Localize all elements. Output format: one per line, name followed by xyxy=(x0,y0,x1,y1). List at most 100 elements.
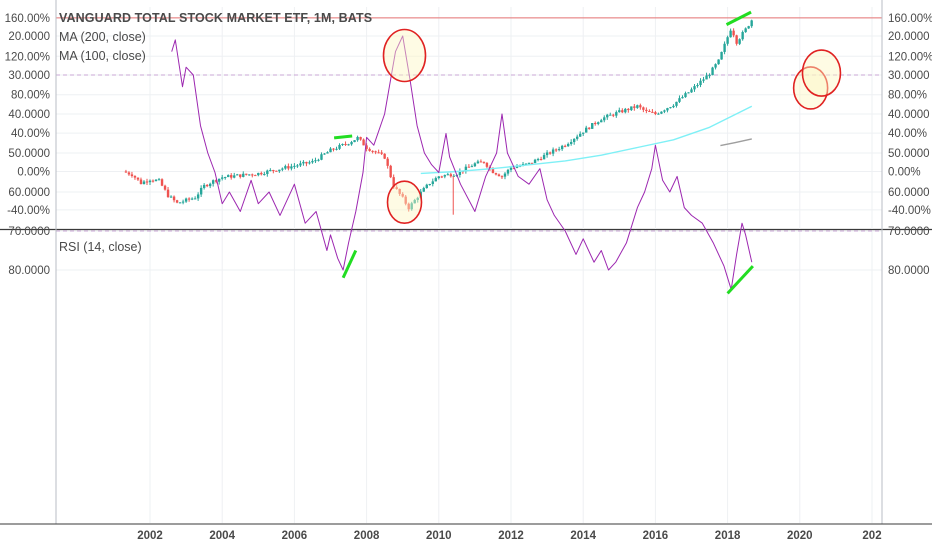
candle-body xyxy=(148,180,152,183)
candle-body xyxy=(476,161,480,164)
candle-body xyxy=(642,107,645,110)
candle-body xyxy=(329,148,332,153)
candle-body xyxy=(245,173,248,175)
price-y-tick-right: 160.00% xyxy=(888,13,932,25)
divergence-line-2007-rsi xyxy=(341,249,358,279)
price-y-tick-right: -40.00% xyxy=(888,205,931,217)
candle-body xyxy=(681,97,684,99)
candle-body xyxy=(627,108,630,111)
candle-body xyxy=(458,171,462,176)
candle-body xyxy=(377,152,380,154)
candle-body xyxy=(281,168,284,170)
rsi-title: RSI (14, close) xyxy=(59,240,142,254)
candle-body xyxy=(621,110,624,113)
candle-body xyxy=(744,28,747,33)
candle-body xyxy=(735,35,738,44)
candle-body xyxy=(750,20,753,27)
candle-body xyxy=(741,32,744,40)
candle-body xyxy=(166,189,170,198)
candle-body xyxy=(443,175,447,177)
candle-body xyxy=(597,122,600,124)
x-tick-label: 2018 xyxy=(715,530,741,542)
candle-body xyxy=(163,185,167,190)
candle-body xyxy=(317,159,320,161)
candle-body xyxy=(193,198,197,200)
rsi-y-tick-left: 40.0000 xyxy=(8,109,50,121)
candle-body xyxy=(672,105,675,108)
candle-body xyxy=(470,166,474,168)
rsi-line xyxy=(171,35,753,290)
candle-body xyxy=(338,144,341,149)
candle-body xyxy=(275,170,278,172)
ma100-line xyxy=(420,105,753,175)
price-y-tick-left: 80.00% xyxy=(11,90,50,102)
candle-body xyxy=(404,196,407,204)
candle-body xyxy=(227,175,230,178)
candle-body xyxy=(497,174,501,177)
rsi-y-tick-right: 60.0000 xyxy=(888,187,930,199)
candle-body xyxy=(236,174,239,176)
candle-body xyxy=(618,110,621,113)
candle-body xyxy=(172,196,176,201)
candle-body xyxy=(563,145,567,147)
rsi-y-tick-left: 70.0000 xyxy=(8,226,50,238)
candle-body xyxy=(708,75,711,77)
candle-body xyxy=(711,67,714,76)
candle-body xyxy=(208,183,212,187)
x-tick-label: 2006 xyxy=(282,530,308,542)
candle-body xyxy=(287,166,290,169)
price-y-tick-left: 120.00% xyxy=(5,51,50,63)
candle-body xyxy=(560,145,564,150)
candle-body xyxy=(133,175,137,178)
candle-body xyxy=(269,170,272,172)
candle-body xyxy=(139,179,143,185)
candle-body xyxy=(356,136,359,141)
candle-body xyxy=(199,187,203,195)
candle-body xyxy=(548,152,552,154)
candle-body xyxy=(211,180,215,184)
candle-body xyxy=(374,151,377,153)
rsi-series xyxy=(171,35,753,290)
candle-body xyxy=(654,112,657,115)
candle-body xyxy=(509,167,513,170)
candle-body xyxy=(398,188,401,194)
candle-body xyxy=(494,173,498,175)
candle-body xyxy=(612,114,615,116)
price-y-tick-left: 40.00% xyxy=(11,128,50,140)
rsi-y-tick-right: 30.0000 xyxy=(888,70,930,82)
candle-body xyxy=(353,140,356,143)
candle-body xyxy=(578,133,582,137)
candle-body xyxy=(714,64,717,68)
candle-body xyxy=(332,148,335,150)
candle-body xyxy=(344,143,347,145)
candle-body xyxy=(296,165,299,167)
price-y-tick-left: -40.00% xyxy=(7,205,50,217)
candle-body xyxy=(657,113,660,115)
divergence-line-2007-price xyxy=(333,134,353,140)
candle-body xyxy=(539,159,543,161)
candle-body xyxy=(278,169,281,172)
candle-body xyxy=(326,152,329,154)
candle-body xyxy=(482,161,486,163)
candle-body xyxy=(551,149,555,154)
candle-body xyxy=(293,165,296,167)
price-y-tick-left: 160.00% xyxy=(5,13,50,25)
candle-body xyxy=(221,177,224,179)
candle-body xyxy=(257,172,260,176)
candle-body xyxy=(515,166,519,168)
candle-body xyxy=(530,162,534,164)
x-tick-label: 2014 xyxy=(570,530,596,542)
candle-body xyxy=(401,193,404,197)
candle-body xyxy=(554,149,558,151)
candle-body xyxy=(557,149,561,151)
candle-body xyxy=(365,145,368,149)
candle-body xyxy=(410,203,413,210)
candle-body xyxy=(290,166,293,169)
candle-body xyxy=(669,107,672,109)
candle-body xyxy=(575,136,579,139)
candle-body xyxy=(651,111,654,113)
divergence-line-2018-price xyxy=(725,10,752,26)
